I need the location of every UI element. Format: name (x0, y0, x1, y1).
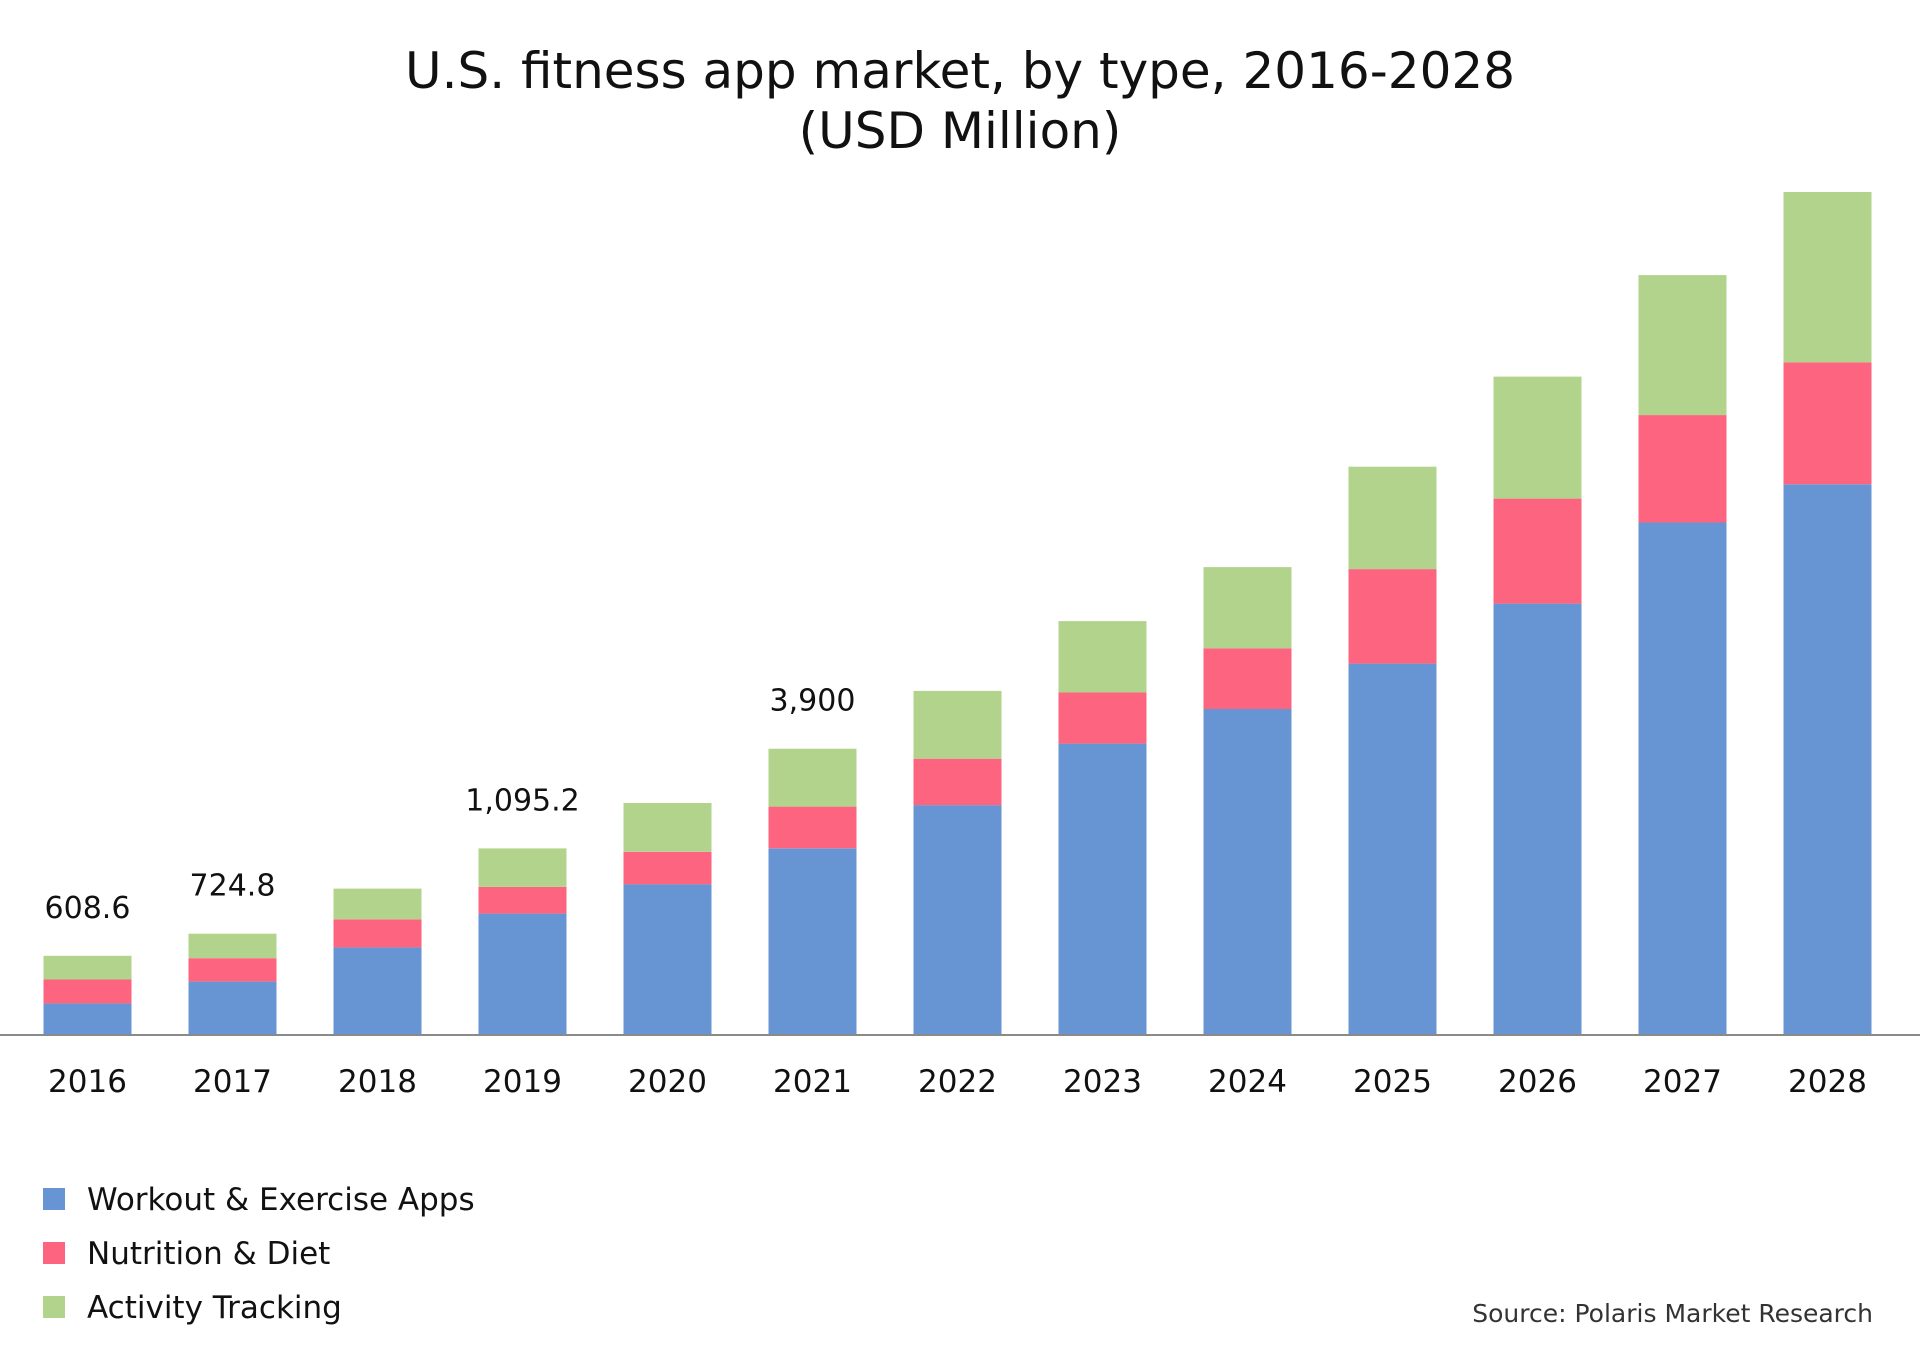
x-tick-label-2019: 2019 (483, 1064, 562, 1100)
bar-2027-nutrition-diet (1638, 415, 1727, 523)
bar-2027-activity-tracking (1638, 275, 1727, 415)
bar-2026-nutrition-diet (1493, 498, 1582, 604)
bar-2022-nutrition-diet (913, 758, 1002, 806)
data-label-2019: 1,095.2 (465, 783, 580, 818)
bar-2018-workout-exercise-apps (333, 947, 422, 1035)
bar-2022-workout-exercise-apps (913, 805, 1002, 1035)
bar-2023-nutrition-diet (1058, 692, 1147, 744)
bar-2020-activity-tracking (623, 803, 712, 852)
x-tick-label-2020: 2020 (628, 1064, 707, 1100)
bar-2026-workout-exercise-apps (1493, 603, 1582, 1035)
data-label-2017: 724.8 (190, 869, 276, 904)
x-tick-label-2017: 2017 (193, 1064, 272, 1100)
bar-2018-nutrition-diet (333, 919, 422, 948)
bar-2019-workout-exercise-apps (478, 913, 567, 1035)
bar-2017-nutrition-diet (188, 958, 277, 982)
legend-label-nutrition-diet: Nutrition & Diet (87, 1236, 330, 1272)
chart-subtitle: (USD Million) (799, 102, 1122, 160)
bar-2017-workout-exercise-apps (188, 981, 277, 1035)
bar-2023-workout-exercise-apps (1058, 743, 1147, 1035)
bar-2026-activity-tracking (1493, 376, 1582, 499)
data-label-group: 608.6 724.8 1,095.2 3,900 (45, 684, 856, 926)
x-tick-label-2026: 2026 (1498, 1064, 1577, 1100)
x-tick-label-2028: 2028 (1788, 1064, 1867, 1100)
x-tick-label-2018: 2018 (338, 1064, 417, 1100)
data-label-2021: 3,900 (770, 684, 856, 719)
x-tick-label-2021: 2021 (773, 1064, 852, 1100)
bar-2017-activity-tracking (188, 933, 277, 959)
bar-2018-activity-tracking (333, 888, 422, 920)
bar-2019-nutrition-diet (478, 886, 567, 914)
bar-2016-workout-exercise-apps (43, 1003, 132, 1035)
x-tick-label-2023: 2023 (1063, 1064, 1142, 1100)
bar-2025-nutrition-diet (1348, 569, 1437, 664)
legend-label-workout-exercise-apps: Workout & Exercise Apps (87, 1182, 475, 1218)
bar-2021-workout-exercise-apps (768, 848, 857, 1035)
bar-group (43, 192, 1872, 1035)
source-note: Source: Polaris Market Research (1472, 1299, 1873, 1328)
data-label-2016: 608.6 (45, 891, 131, 926)
legend-swatch-workout-exercise-apps (43, 1188, 65, 1210)
bar-2028-workout-exercise-apps (1783, 484, 1872, 1035)
x-tick-label-2024: 2024 (1208, 1064, 1287, 1100)
bar-2023-activity-tracking (1058, 621, 1147, 693)
legend-swatch-activity-tracking (43, 1296, 65, 1318)
bar-2024-nutrition-diet (1203, 648, 1292, 709)
x-tick-label-2016: 2016 (48, 1064, 127, 1100)
bar-2022-activity-tracking (913, 690, 1002, 759)
bar-2016-activity-tracking (43, 955, 132, 980)
legend-swatch-nutrition-diet (43, 1242, 65, 1264)
bar-2021-activity-tracking (768, 748, 857, 807)
x-tick-label-2027: 2027 (1643, 1064, 1722, 1100)
bar-2016-nutrition-diet (43, 979, 132, 1004)
bar-2021-nutrition-diet (768, 806, 857, 849)
bar-2024-workout-exercise-apps (1203, 709, 1292, 1035)
bar-2024-activity-tracking (1203, 567, 1292, 649)
legend-label-activity-tracking: Activity Tracking (87, 1290, 342, 1326)
x-tick-label-2022: 2022 (918, 1064, 997, 1100)
bar-2019-activity-tracking (478, 848, 567, 887)
bar-2025-workout-exercise-apps (1348, 663, 1437, 1035)
bar-2028-activity-tracking (1783, 192, 1872, 363)
bar-2020-workout-exercise-apps (623, 884, 712, 1035)
x-tick-label-2025: 2025 (1353, 1064, 1432, 1100)
bar-2028-nutrition-diet (1783, 362, 1872, 485)
bar-2027-workout-exercise-apps (1638, 522, 1727, 1035)
legend: Workout & Exercise Apps Nutrition & Diet A… (43, 1182, 475, 1326)
bar-2020-nutrition-diet (623, 851, 712, 885)
chart-title: U.S. fitness app market, by type, 2016-2… (405, 42, 1515, 100)
x-tick-group: 2016 2017 2018 2019 2020 2021 2022 2023 2024 2025… (48, 1064, 1867, 1100)
bar-2025-activity-tracking (1348, 466, 1437, 570)
